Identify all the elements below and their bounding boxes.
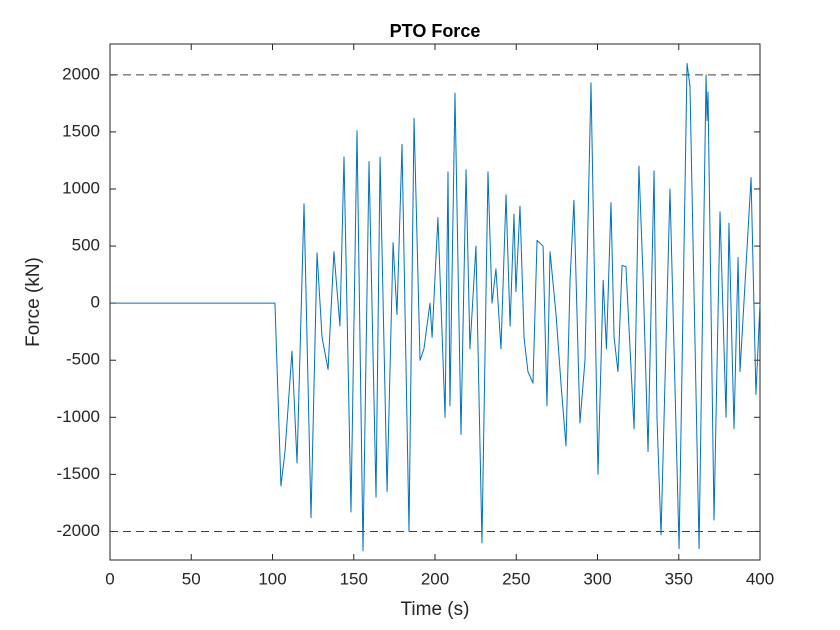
x-tick-label: 400 (746, 569, 774, 588)
y-tick-label: 0 (91, 293, 100, 312)
line-series (110, 62, 761, 552)
y-tick-label: 1000 (62, 178, 100, 197)
y-axis-label: Force (kN) (23, 257, 44, 347)
y-tick-label: -500 (66, 350, 100, 369)
x-tick-label: 150 (340, 569, 368, 588)
y-tick-label: 1500 (62, 121, 100, 140)
x-axis-label: Time (s) (401, 599, 470, 620)
x-tick-label: 350 (665, 569, 693, 588)
chart-title: PTO Force (390, 21, 481, 41)
y-tick-label: -2000 (57, 521, 100, 540)
y-tick-label: -1000 (57, 407, 100, 426)
x-tick-label: 0 (105, 569, 114, 588)
y-tick-label: -1500 (57, 464, 100, 483)
x-tick-label: 250 (502, 569, 530, 588)
x-tick-label: 50 (182, 569, 201, 588)
x-tick-label: 100 (258, 569, 286, 588)
x-tick-label: 200 (421, 569, 449, 588)
x-tick-label: 300 (583, 569, 611, 588)
y-tick-label: 2000 (62, 64, 100, 83)
y-tick-label: 500 (72, 236, 100, 255)
